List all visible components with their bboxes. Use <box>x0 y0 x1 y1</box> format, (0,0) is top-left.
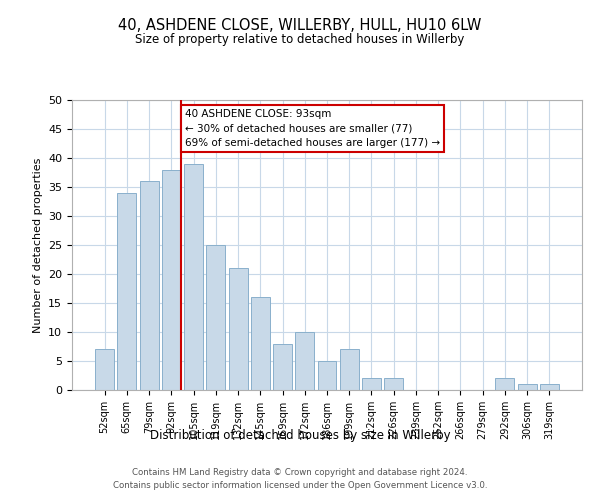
Text: 40, ASHDENE CLOSE, WILLERBY, HULL, HU10 6LW: 40, ASHDENE CLOSE, WILLERBY, HULL, HU10 … <box>118 18 482 32</box>
Text: Contains HM Land Registry data © Crown copyright and database right 2024.: Contains HM Land Registry data © Crown c… <box>132 468 468 477</box>
Bar <box>340 350 359 390</box>
Bar <box>118 193 136 390</box>
Text: 40 ASHDENE CLOSE: 93sqm
← 30% of detached houses are smaller (77)
69% of semi-de: 40 ASHDENE CLOSE: 93sqm ← 30% of detache… <box>185 108 440 148</box>
Text: Contains public sector information licensed under the Open Government Licence v3: Contains public sector information licen… <box>113 482 487 490</box>
Bar <box>273 344 292 390</box>
Bar <box>518 384 536 390</box>
Bar <box>384 378 403 390</box>
Bar <box>362 378 381 390</box>
Bar <box>251 297 270 390</box>
Bar <box>95 350 114 390</box>
Text: Size of property relative to detached houses in Willerby: Size of property relative to detached ho… <box>136 32 464 46</box>
Bar <box>206 245 225 390</box>
Text: Distribution of detached houses by size in Willerby: Distribution of detached houses by size … <box>149 428 451 442</box>
Bar <box>496 378 514 390</box>
Bar <box>295 332 314 390</box>
Bar <box>540 384 559 390</box>
Bar <box>162 170 181 390</box>
Bar <box>184 164 203 390</box>
Bar <box>229 268 248 390</box>
Bar <box>317 361 337 390</box>
Y-axis label: Number of detached properties: Number of detached properties <box>32 158 43 332</box>
Bar <box>140 181 158 390</box>
